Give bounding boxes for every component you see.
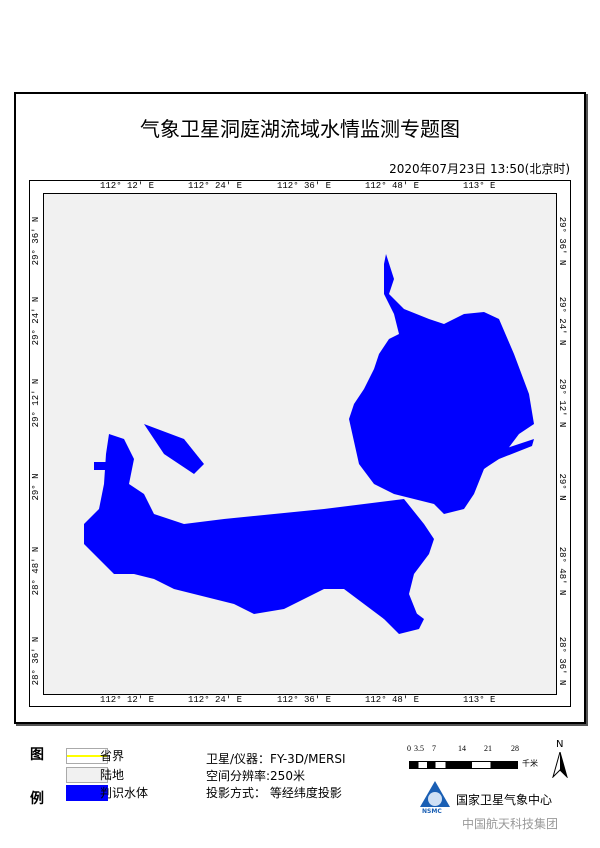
scale-tick: 14 xyxy=(458,744,466,753)
datetime: 2020年07月23日 13:50(北京时) xyxy=(389,162,570,176)
lon-label-bottom: 112° 36′ E xyxy=(277,695,332,705)
river-channel xyxy=(144,424,204,474)
legend-title-bottom: 例 xyxy=(30,791,44,807)
scale-tick: 21 xyxy=(484,744,492,753)
north-arrow-icon xyxy=(552,752,568,778)
small-water xyxy=(94,462,114,470)
svg-text:NSMC: NSMC xyxy=(422,808,442,813)
lon-label-top: 113° E xyxy=(463,181,496,191)
info-resolution: 空间分辨率:250米 xyxy=(206,769,305,783)
organization-name: 国家卫星气象中心 xyxy=(456,793,553,807)
lat-label-left: 29° 36′ N xyxy=(31,216,41,266)
legend-label: 省界 xyxy=(100,749,125,763)
map-title: 气象卫星洞庭湖流域水情监测专题图 xyxy=(140,117,460,141)
lon-label-bottom: 112° 12′ E xyxy=(100,695,155,705)
lake-south-branch xyxy=(379,594,424,634)
lat-label-right: 28° 36′ N xyxy=(557,636,567,686)
legend-swatch-land xyxy=(66,767,108,783)
lon-label-bottom: 112° 48′ E xyxy=(365,695,420,705)
lat-label-left: 29° N xyxy=(31,473,41,501)
lat-label-left: 28° 48′ N xyxy=(31,546,41,596)
lon-label-bottom: 112° 24′ E xyxy=(188,695,243,705)
lon-label-top: 112° 24′ E xyxy=(188,181,243,191)
river-channel-2 xyxy=(474,439,534,474)
map-area[interactable] xyxy=(43,193,557,695)
info-projection: 投影方式： 等经纬度投影 xyxy=(206,786,342,800)
lon-label-top: 112° 36′ E xyxy=(277,181,332,191)
water-body-layer xyxy=(84,254,534,634)
info-satellite: 卫星/仪器：FY-3D/MERSI xyxy=(206,752,346,766)
lat-label-left: 28° 36′ N xyxy=(31,636,41,686)
scale-tick: 7 xyxy=(432,744,436,753)
legend-label: 陆地 xyxy=(100,768,125,782)
lon-label-top: 112° 48′ E xyxy=(365,181,420,191)
legend-label: 判识水体 xyxy=(100,786,149,800)
nsmc-logo-icon: NSMC xyxy=(420,781,450,813)
lat-label-right: 29° 24′ N xyxy=(557,296,567,346)
legend-swatch-water xyxy=(66,785,108,801)
scale-tick: 3.5 xyxy=(414,744,424,753)
dongting-lake-west xyxy=(84,434,434,624)
map-border xyxy=(14,92,586,724)
north-label: N xyxy=(556,739,564,750)
watermark: 中国航天科技集团 xyxy=(462,817,559,831)
legend-title-top: 图 xyxy=(30,747,44,763)
lat-label-left: 29° 12′ N xyxy=(31,378,41,428)
lat-label-left: 29° 24′ N xyxy=(31,296,41,346)
scale-tick: 28 xyxy=(511,744,519,753)
lat-label-right: 28° 48′ N xyxy=(557,546,567,596)
scale-unit: 千米 xyxy=(522,759,538,768)
lat-label-right: 29° 36′ N xyxy=(557,216,567,266)
dongting-lake-east xyxy=(349,254,534,514)
lon-label-top: 112° 12′ E xyxy=(100,181,155,191)
lat-label-right: 29° 12′ N xyxy=(557,378,567,428)
legend-swatch-boundary xyxy=(66,748,108,764)
lat-label-right: 29° N xyxy=(557,473,567,501)
lon-label-bottom: 113° E xyxy=(463,695,496,705)
scale-tick: 0 xyxy=(407,744,411,753)
